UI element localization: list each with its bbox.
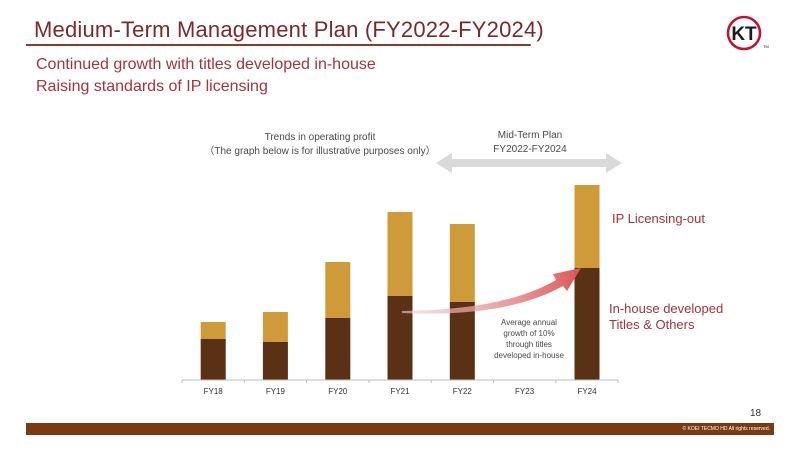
x-tick-label-fy23: FY23 bbox=[515, 387, 535, 396]
bar-ip-licensing-out-fy21 bbox=[387, 212, 413, 296]
company-logo: KT TM bbox=[726, 15, 769, 51]
mid-term-plan-label: Mid-Term Plan FY2022-FY2024 bbox=[470, 129, 590, 157]
plan-label-line-1: Mid-Term Plan bbox=[497, 130, 563, 141]
x-tick-label-fy18: FY18 bbox=[204, 387, 224, 396]
x-tick-label-fy24: FY24 bbox=[577, 387, 597, 396]
legend-in-house-titles: In-house developed Titles & Others bbox=[609, 301, 724, 332]
bar-in-house-developed-titles-others-fy21 bbox=[387, 296, 413, 380]
page-title: Medium-Term Management Plan (FY2022-FY20… bbox=[34, 17, 544, 42]
bar-in-house-developed-titles-others-fy20 bbox=[325, 318, 351, 380]
bar-in-house-developed-titles-others-fy19 bbox=[262, 342, 288, 380]
growth-annotation: Average annual growth of 10% through tit… bbox=[494, 318, 564, 360]
title-underline bbox=[26, 44, 531, 46]
logo-text: KT bbox=[731, 24, 757, 45]
bar-ip-licensing-out-fy18 bbox=[200, 322, 226, 339]
subtitle-line-2: Raising standards of IP licensing bbox=[36, 78, 268, 95]
x-tick-label-fy21: FY21 bbox=[390, 387, 410, 396]
subtitle-line-1: Continued growth with titles developed i… bbox=[36, 56, 376, 73]
chart-title: Trends in operating profit （The graph be… bbox=[120, 131, 520, 159]
chart-title-line-1: Trends in operating profit bbox=[264, 132, 376, 143]
x-tick-label-fy19: FY19 bbox=[266, 387, 286, 396]
bar-in-house-developed-titles-others-fy22 bbox=[449, 302, 475, 380]
x-tick-label-fy20: FY20 bbox=[328, 387, 348, 396]
x-tick-label-fy22: FY22 bbox=[453, 387, 473, 396]
growth-arrow bbox=[402, 268, 581, 314]
bar-ip-licensing-out-fy19 bbox=[262, 312, 288, 342]
logo-trademark: TM bbox=[763, 44, 769, 49]
bar-ip-licensing-out-fy24 bbox=[574, 185, 600, 268]
bar-in-house-developed-titles-others-fy24 bbox=[574, 268, 600, 380]
footer-bar bbox=[26, 423, 774, 435]
bar-ip-licensing-out-fy20 bbox=[325, 262, 351, 318]
legend-ip-licensing: IP Licensing-out bbox=[612, 211, 705, 226]
copyright-text: © KOEI TECMO HD All rights reserved. bbox=[682, 426, 770, 432]
plan-range-arrow bbox=[436, 153, 622, 173]
bar-ip-licensing-out-fy22 bbox=[449, 224, 475, 302]
chart-title-line-2: （The graph below is for illustrative pur… bbox=[204, 146, 436, 157]
page-number: 18 bbox=[750, 408, 762, 419]
plan-label-line-2: FY2022-FY2024 bbox=[493, 144, 567, 155]
bar-in-house-developed-titles-others-fy18 bbox=[200, 339, 226, 380]
